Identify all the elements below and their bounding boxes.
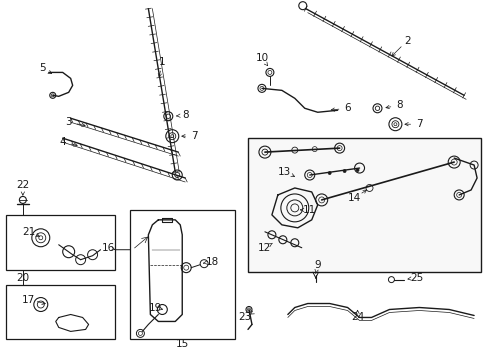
Text: 13: 13 xyxy=(278,167,291,177)
Text: 19: 19 xyxy=(148,302,162,312)
Text: 17: 17 xyxy=(22,294,36,305)
Bar xyxy=(247,138,480,272)
Text: 18: 18 xyxy=(205,257,218,267)
Bar xyxy=(6,215,115,270)
Text: 9: 9 xyxy=(314,260,321,270)
Text: 25: 25 xyxy=(410,273,423,283)
Text: 2: 2 xyxy=(403,36,410,46)
Text: 24: 24 xyxy=(350,312,364,323)
Text: 23: 23 xyxy=(238,312,251,323)
Circle shape xyxy=(343,170,346,172)
Bar xyxy=(130,210,235,339)
Text: 20: 20 xyxy=(16,273,29,283)
Text: 8: 8 xyxy=(395,100,402,110)
Text: 21: 21 xyxy=(22,227,36,237)
Text: 15: 15 xyxy=(175,339,188,349)
Text: 3: 3 xyxy=(65,117,72,127)
Text: 14: 14 xyxy=(347,193,361,203)
Circle shape xyxy=(355,168,358,171)
Text: 22: 22 xyxy=(16,180,29,190)
Circle shape xyxy=(327,171,330,175)
Text: 7: 7 xyxy=(415,119,422,129)
Text: 12: 12 xyxy=(258,243,271,253)
Text: 16: 16 xyxy=(102,243,115,253)
Text: 4: 4 xyxy=(59,137,66,147)
Text: 11: 11 xyxy=(303,205,316,215)
Text: 8: 8 xyxy=(182,110,188,120)
Bar xyxy=(6,285,115,339)
Text: 10: 10 xyxy=(255,54,268,63)
Text: 1: 1 xyxy=(159,58,165,67)
Text: 5: 5 xyxy=(40,63,46,73)
Text: 6: 6 xyxy=(344,103,350,113)
Text: 7: 7 xyxy=(190,131,197,141)
